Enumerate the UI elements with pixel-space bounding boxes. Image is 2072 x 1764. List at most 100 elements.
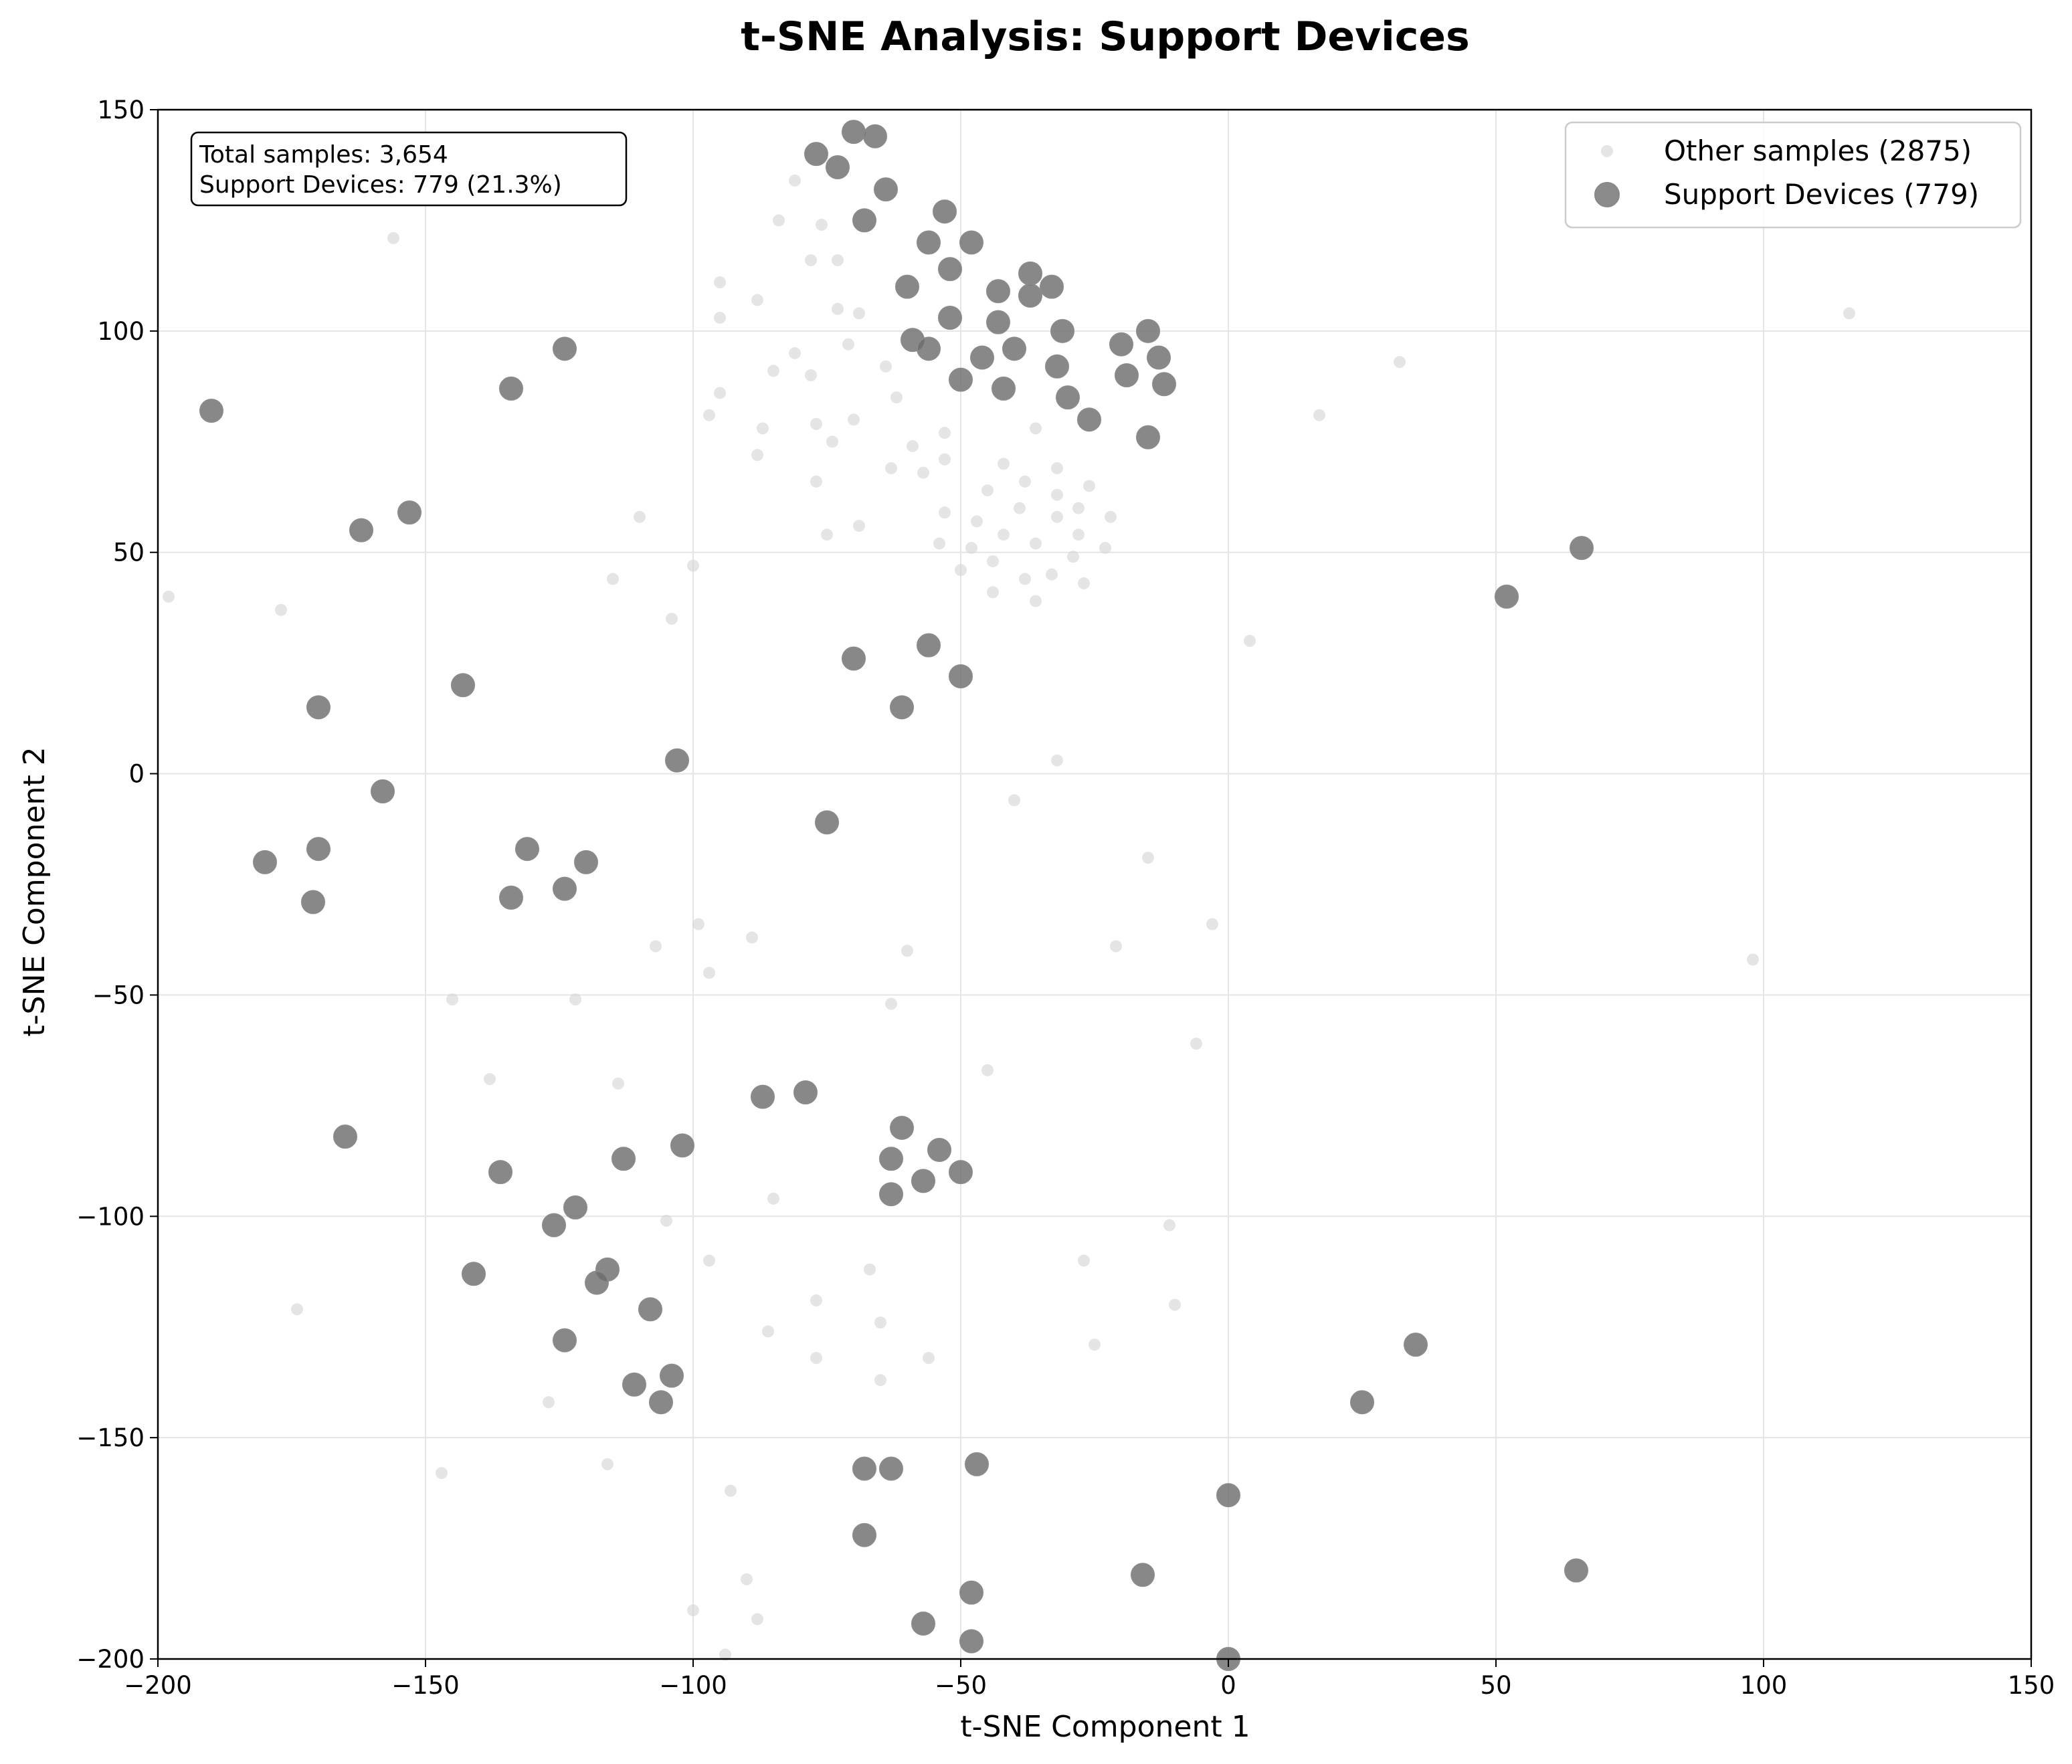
support-device-point xyxy=(1216,1483,1240,1508)
other-sample-point xyxy=(1030,537,1042,550)
legend-marker-support xyxy=(1594,182,1620,207)
support-device-point xyxy=(965,1452,989,1476)
other-sample-point xyxy=(1313,409,1325,421)
support-device-point xyxy=(938,257,962,282)
support-device-point xyxy=(933,199,957,224)
other-sample-point xyxy=(634,510,646,523)
support-device-point xyxy=(863,124,887,149)
other-sample-point xyxy=(965,542,977,555)
support-device-point xyxy=(970,345,994,370)
other-sample-point xyxy=(821,528,833,541)
other-sample-point xyxy=(757,422,769,435)
other-sample-point xyxy=(275,603,287,616)
support-device-point xyxy=(199,398,223,423)
other-sample-point xyxy=(1051,510,1063,523)
other-sample-point xyxy=(569,993,581,1006)
other-sample-point xyxy=(767,365,779,377)
support-device-point xyxy=(911,1169,935,1193)
other-sample-point xyxy=(1163,1219,1175,1232)
other-sample-point xyxy=(387,231,399,244)
other-sample-point xyxy=(1105,510,1117,523)
other-sample-point xyxy=(955,564,967,577)
other-sample-point xyxy=(660,1214,672,1227)
other-sample-point xyxy=(607,573,619,585)
support-device-point xyxy=(842,120,866,144)
total-samples-text: Total samples: 3,654 xyxy=(199,141,448,169)
other-sample-point xyxy=(832,302,844,315)
support-device-point xyxy=(1002,336,1026,361)
y-tick-label: −100 xyxy=(76,1202,145,1231)
support-device-point xyxy=(1018,261,1042,286)
other-sample-point xyxy=(650,940,662,953)
other-sample-point xyxy=(163,590,175,603)
other-sample-point xyxy=(810,475,822,488)
support-device-point xyxy=(1131,1563,1155,1587)
support-device-point xyxy=(793,1080,818,1105)
support-device-point xyxy=(1564,1558,1588,1583)
other-sample-point xyxy=(939,506,951,519)
other-sample-point xyxy=(1110,940,1122,953)
other-sample-point xyxy=(1030,595,1042,607)
other-sample-point xyxy=(917,466,929,479)
other-sample-point xyxy=(714,312,726,324)
other-sample-point xyxy=(687,1604,699,1617)
support-device-point xyxy=(553,1328,577,1353)
y-tick-label: 150 xyxy=(97,96,145,124)
support-device-point xyxy=(927,1138,951,1163)
other-sample-point xyxy=(1169,1298,1181,1311)
support-device-point xyxy=(660,1363,684,1388)
support-device-point xyxy=(992,376,1016,401)
y-axis-label: t-SNE Component 2 xyxy=(17,747,52,1036)
other-samples-points xyxy=(163,174,1855,1661)
support-device-point xyxy=(611,1147,636,1171)
support-device-point xyxy=(553,336,577,361)
x-tick-label: 150 xyxy=(2008,1671,2055,1700)
other-sample-point xyxy=(1142,852,1154,864)
other-sample-point xyxy=(826,435,838,448)
support-device-point xyxy=(333,1124,357,1149)
y-tick-label: −200 xyxy=(76,1645,145,1674)
other-sample-point xyxy=(703,967,715,979)
y-tick-label: 50 xyxy=(113,538,145,567)
other-sample-point xyxy=(810,1352,822,1365)
other-sample-point xyxy=(1394,356,1406,369)
other-sample-point xyxy=(907,439,919,452)
other-sample-point xyxy=(874,1316,886,1329)
plot-area xyxy=(158,110,2031,1659)
other-sample-point xyxy=(1089,1339,1101,1351)
support-device-point xyxy=(1050,318,1074,343)
support-device-point xyxy=(306,695,331,720)
x-tick-label: 50 xyxy=(1480,1671,1511,1700)
legend-frame xyxy=(1564,121,2022,229)
other-sample-point xyxy=(1072,528,1085,541)
support-device-point xyxy=(563,1195,587,1220)
support-device-point xyxy=(371,779,395,804)
support-device-point xyxy=(852,1523,876,1547)
info-box-frame xyxy=(190,131,628,207)
support-device-point xyxy=(890,695,914,720)
other-sample-point xyxy=(1014,502,1026,514)
support-device-point xyxy=(622,1372,646,1397)
other-sample-point xyxy=(987,555,999,567)
support-device-point xyxy=(917,230,941,255)
support-device-point xyxy=(959,1629,983,1654)
support-device-point xyxy=(499,376,523,401)
other-sample-point xyxy=(767,1192,779,1205)
support-device-point xyxy=(959,230,983,255)
other-sample-point xyxy=(446,993,458,1006)
support-device-point xyxy=(499,885,523,910)
support-devices-points xyxy=(199,120,1594,1671)
support-device-point xyxy=(911,1611,935,1636)
support-device-point xyxy=(1109,332,1133,357)
other-sample-point xyxy=(1051,754,1063,767)
y-tick-label: −50 xyxy=(92,981,145,1009)
support-device-point xyxy=(306,837,331,862)
support-device-point xyxy=(826,155,850,180)
support-device-point xyxy=(874,177,898,202)
other-sample-point xyxy=(981,484,994,497)
other-sample-point xyxy=(1019,475,1031,488)
other-sample-point xyxy=(1051,488,1063,501)
support-device-point xyxy=(397,500,421,525)
support-device-point xyxy=(665,748,689,773)
support-device-point xyxy=(804,142,828,167)
